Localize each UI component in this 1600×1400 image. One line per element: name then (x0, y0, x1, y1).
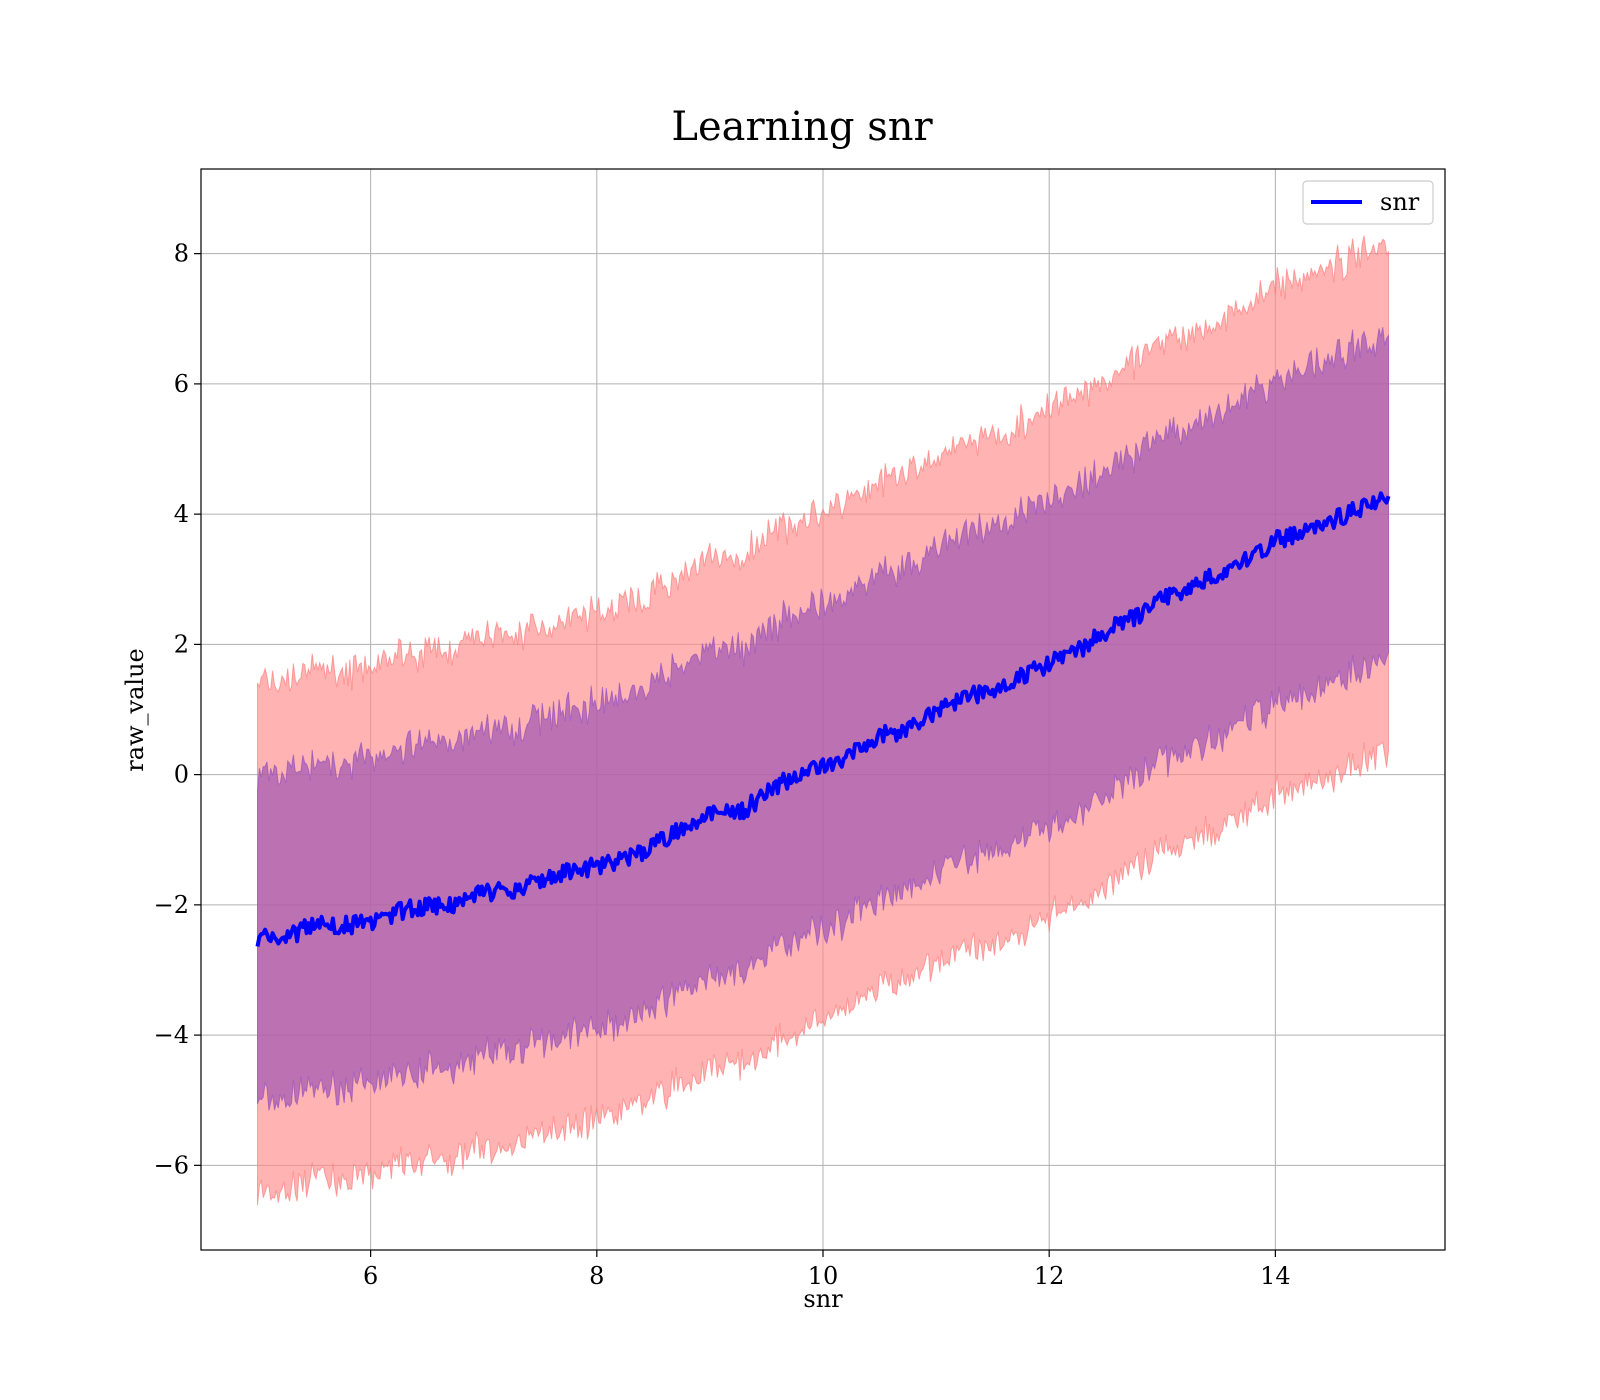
y-tick-label: 8 (174, 240, 189, 268)
y-tick-label: 0 (174, 761, 189, 789)
x-tick-label: 14 (1260, 1262, 1291, 1290)
x-axis-label: snr (803, 1285, 843, 1313)
axis-ticks: 6 8 10 12 14 −6 −4 −2 0 2 4 6 8 (154, 240, 1291, 1290)
y-tick-label: 2 (174, 630, 189, 658)
chart-title: Learning snr (671, 104, 933, 150)
legend: snr (1302, 180, 1434, 225)
y-tick-label: −2 (154, 891, 189, 919)
y-tick-label: −4 (154, 1021, 189, 1049)
x-tick-label: 10 (808, 1262, 839, 1290)
x-tick-label: 8 (589, 1262, 604, 1290)
x-tick-label: 6 (363, 1262, 378, 1290)
series-line-snr (255, 491, 1391, 947)
y-tick-label: −6 (154, 1151, 189, 1179)
y-tick-label: 6 (174, 370, 189, 398)
inner-band-area (257, 327, 1389, 1111)
legend-box (1302, 180, 1434, 225)
y-axis-label: raw_value (121, 648, 149, 772)
x-tick-label: 12 (1034, 1262, 1065, 1290)
y-tick-label: 4 (174, 500, 189, 528)
legend-label-snr: snr (1380, 188, 1420, 216)
confidence-bands (257, 235, 1389, 1206)
series-lines (255, 491, 1391, 947)
